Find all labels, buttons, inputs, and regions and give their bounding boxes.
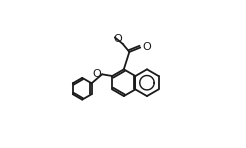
Text: O: O — [92, 69, 101, 79]
Text: O: O — [143, 42, 152, 52]
Text: O: O — [113, 33, 122, 44]
